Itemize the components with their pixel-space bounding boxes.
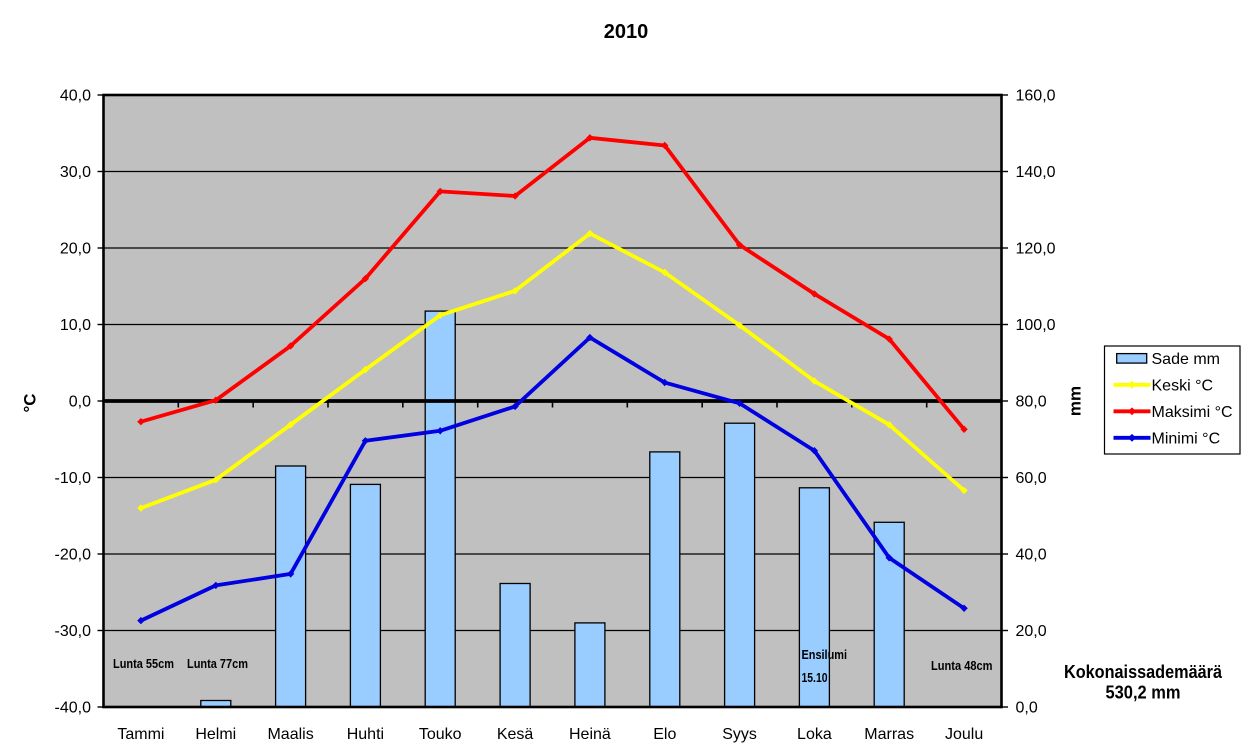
svg-text:Lunta 48cm: Lunta 48cm (931, 659, 993, 673)
svg-text:Maalis: Maalis (267, 726, 313, 743)
svg-text:Kesä: Kesä (497, 726, 534, 743)
svg-text:140,0: 140,0 (1016, 164, 1056, 181)
svg-text:Keski °C: Keski °C (1152, 377, 1214, 394)
svg-text:Joulu: Joulu (945, 726, 983, 743)
svg-text:100,0: 100,0 (1016, 317, 1056, 334)
svg-text:-30,0: -30,0 (55, 623, 92, 640)
svg-text:10,0: 10,0 (60, 317, 91, 334)
svg-text:Lunta 55cm: Lunta 55cm (113, 657, 174, 671)
svg-text:Tammi: Tammi (117, 726, 164, 743)
svg-text:160,0: 160,0 (1016, 88, 1056, 105)
svg-text:Marras: Marras (864, 726, 914, 743)
svg-text:15.10: 15.10 (802, 671, 828, 685)
svg-text:Huhti: Huhti (347, 726, 384, 743)
svg-text:40,0: 40,0 (60, 88, 91, 105)
svg-text:20,0: 20,0 (60, 241, 91, 258)
svg-text:Lunta 77cm: Lunta 77cm (187, 657, 248, 671)
svg-text:80,0: 80,0 (1016, 394, 1047, 411)
svg-text:Helmi: Helmi (195, 726, 236, 743)
svg-text:120,0: 120,0 (1016, 241, 1056, 258)
svg-text:Touko: Touko (419, 726, 462, 743)
svg-text:Minimi °C: Minimi °C (1152, 430, 1221, 447)
svg-text:30,0: 30,0 (60, 164, 91, 181)
svg-text:Heinä: Heinä (569, 726, 611, 743)
svg-text:Sade mm: Sade mm (1152, 351, 1220, 368)
svg-text:-40,0: -40,0 (55, 700, 92, 717)
svg-text:°C: °C (21, 393, 40, 412)
svg-text:-20,0: -20,0 (55, 547, 92, 564)
svg-text:20,0: 20,0 (1016, 623, 1047, 640)
svg-text:60,0: 60,0 (1016, 470, 1047, 487)
svg-text:Maksimi °C: Maksimi °C (1152, 404, 1233, 421)
svg-text:0,0: 0,0 (69, 394, 91, 411)
svg-text:Ensilumi: Ensilumi (802, 648, 848, 662)
svg-text:Loka: Loka (797, 726, 832, 743)
svg-text:530,2 mm: 530,2 mm (1106, 683, 1181, 703)
svg-text:0,0: 0,0 (1016, 700, 1038, 717)
svg-text:40,0: 40,0 (1016, 547, 1047, 564)
svg-text:Elo: Elo (653, 726, 676, 743)
svg-text:-10,0: -10,0 (55, 470, 92, 487)
svg-text:mm: mm (1066, 386, 1085, 416)
svg-text:2010: 2010 (604, 21, 649, 43)
svg-text:Kokonaissademäärä: Kokonaissademäärä (1064, 662, 1223, 682)
svg-text:Syys: Syys (722, 726, 757, 743)
